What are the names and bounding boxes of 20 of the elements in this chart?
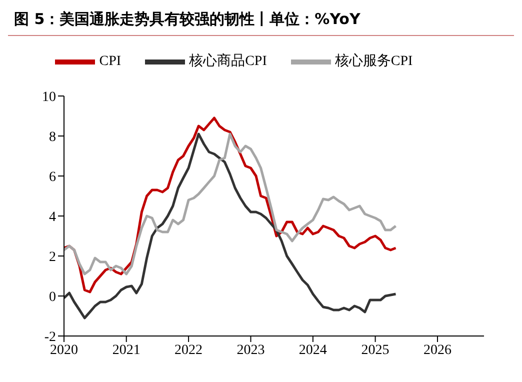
x-tick-label: 2022	[174, 342, 203, 358]
x-tick-label: 2020	[50, 342, 78, 358]
x-tick-label: 2023	[236, 342, 265, 358]
x-tick-label: 2024	[298, 342, 327, 358]
x-tick-label: 2021	[112, 342, 140, 358]
y-tick-label: 4	[49, 210, 56, 225]
y-tick-label: 6	[49, 170, 56, 185]
legend-label: CPI	[99, 54, 122, 70]
y-tick-label: 8	[49, 130, 56, 145]
y-tick-label: 0	[49, 290, 56, 305]
x-tick-label: 2026	[423, 342, 452, 358]
y-tick-label: 2	[49, 250, 56, 265]
x-tick-label: 2025	[361, 342, 390, 358]
line-series	[64, 132, 397, 276]
legend-label: 核心商品CPI	[189, 54, 267, 70]
line-series	[64, 132, 397, 320]
chart-title: 图 5：美国通胀走势具有较强的韧性丨单位：%YoY	[8, 8, 514, 36]
legend-label: 核心服务CPI	[334, 54, 413, 70]
y-tick-label: -2	[44, 330, 56, 345]
y-tick-label: 10	[42, 90, 56, 105]
